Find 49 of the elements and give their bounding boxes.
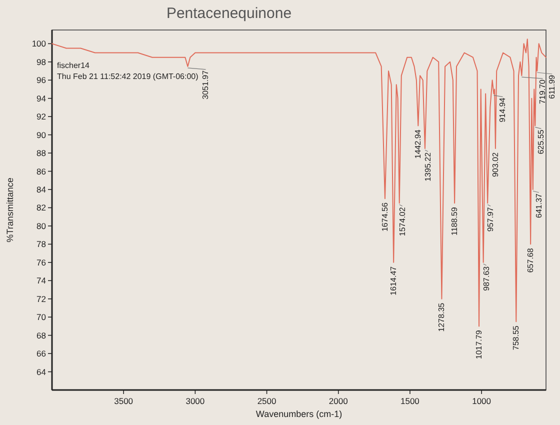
annotation: 1395.22 <box>423 152 432 182</box>
annotation: 1017.79 <box>474 330 484 360</box>
y-tick-label: 86 <box>36 166 46 176</box>
annotation: 957.97 <box>486 206 496 232</box>
y-axis-title: %Transmittance <box>5 178 15 242</box>
chart-title: Pentacenequinone <box>166 5 292 22</box>
y-tick-label: 70 <box>36 312 46 322</box>
y-tick-label: 68 <box>36 330 46 340</box>
annotation: fischer14 <box>57 61 90 70</box>
y-tick-label: 100 <box>32 38 46 49</box>
annotation: 1188.59 <box>450 206 460 236</box>
y-tick-label: 82 <box>36 202 46 213</box>
annotation: 1278.35 <box>437 302 446 332</box>
y-tick-label: 98 <box>36 56 46 67</box>
x-tick-label: 2000 <box>328 396 348 406</box>
annotation: 625.55 <box>536 129 546 154</box>
y-tick-label: 64 <box>36 366 46 377</box>
y-tick-label: 74 <box>36 276 46 286</box>
annotation: 719.70 <box>538 79 548 104</box>
annotation: 641.37 <box>534 192 544 218</box>
annotation: 987.63 <box>482 266 491 291</box>
annotation: Thu Feb 21 11:52:42 2019 (GMT-06:00) <box>57 72 199 81</box>
annotation: 3051.97 <box>201 70 210 100</box>
y-tick-label: 66 <box>36 348 46 359</box>
annotation: 1442.94 <box>414 129 423 159</box>
x-tick-label: 2500 <box>257 396 277 406</box>
y-tick-label: 88 <box>36 148 46 158</box>
y-tick-label: 72 <box>36 294 46 304</box>
y-tick-label: 84 <box>36 184 46 194</box>
y-tick-label: 92 <box>36 112 46 122</box>
x-axis-title: Wavenumbers (cm-1) <box>256 409 342 419</box>
y-tick-label: 78 <box>36 239 46 250</box>
annotation: 657.68 <box>526 248 536 273</box>
annotation: 758.55 <box>512 325 521 350</box>
y-tick-label: 94 <box>36 93 46 104</box>
annotation: 914.94 <box>498 97 508 122</box>
x-tick-label: 1000 <box>472 396 492 406</box>
y-tick-label: 96 <box>36 75 46 86</box>
y-tick-label: 90 <box>36 130 46 140</box>
y-tick-label: 76 <box>36 257 46 268</box>
annotation: 903.02 <box>490 152 500 177</box>
annotation: 611.99 <box>548 74 557 99</box>
annotation: 1674.56 <box>380 202 390 232</box>
annotation: 1574.02 <box>398 206 407 236</box>
y-tick-label: 80 <box>36 220 46 231</box>
x-tick-label: 3500 <box>114 396 134 406</box>
x-tick-label: 1500 <box>400 396 420 406</box>
annotation: 1614.47 <box>389 266 398 296</box>
x-tick-label: 3000 <box>186 396 205 406</box>
